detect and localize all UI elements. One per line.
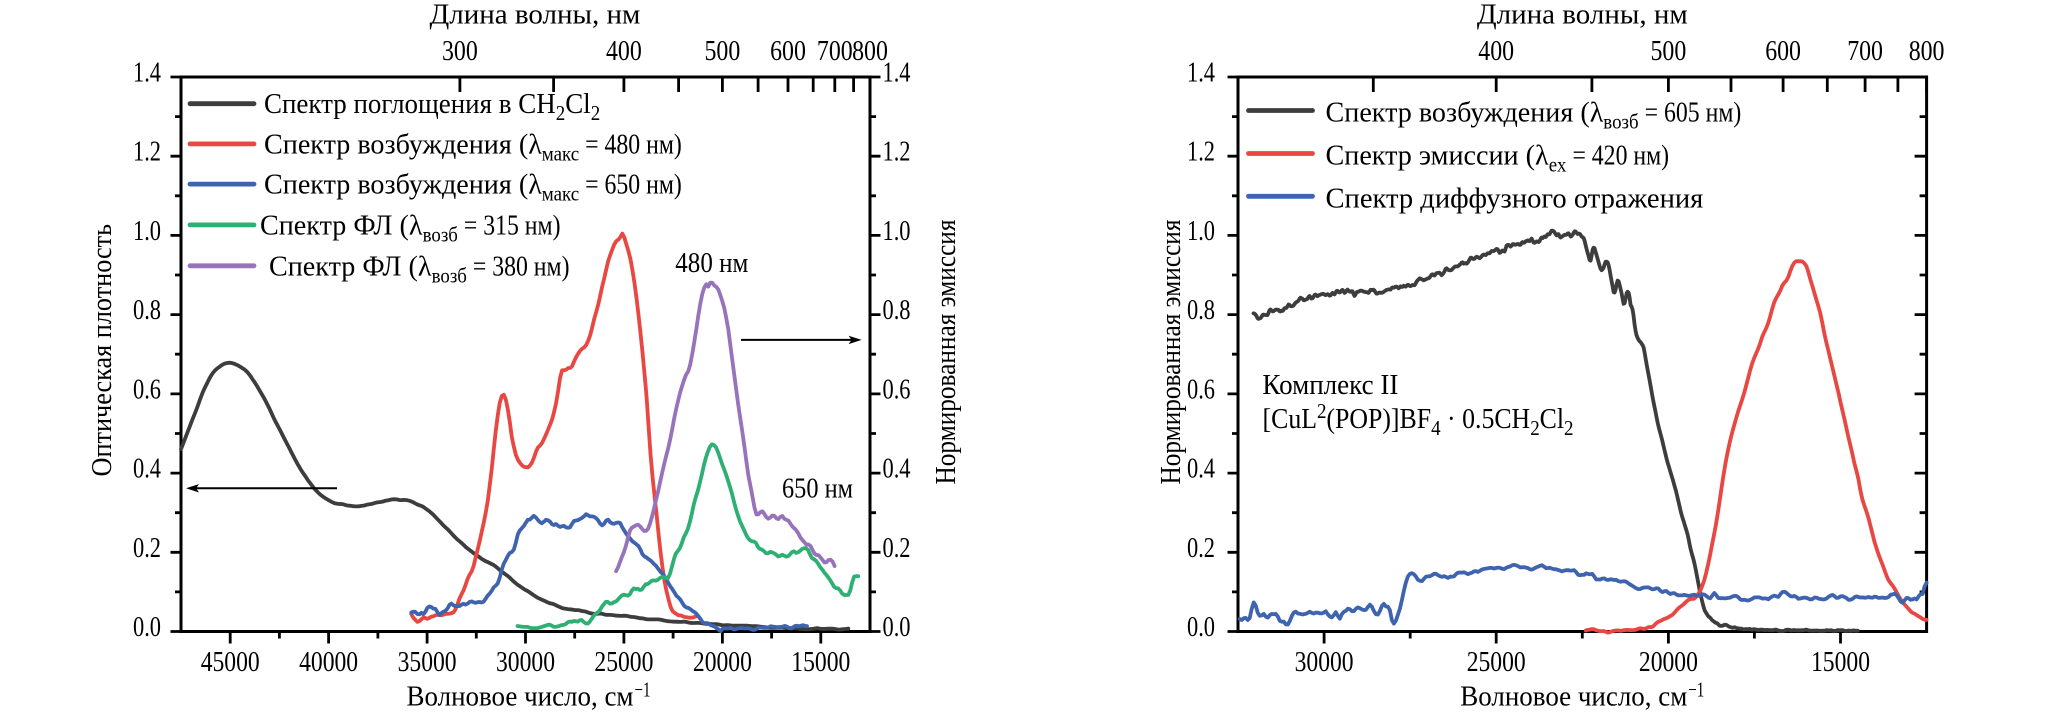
svg-text:1.2: 1.2 <box>1187 136 1215 168</box>
svg-text:800: 800 <box>852 35 888 67</box>
svg-text:4: 4 <box>1431 416 1441 440</box>
svg-text:0.4: 0.4 <box>1187 453 1215 485</box>
svg-text:0.8: 0.8 <box>1187 294 1215 326</box>
svg-text:λ: λ <box>418 250 432 282</box>
svg-text:1.4: 1.4 <box>883 57 911 89</box>
svg-text:0.4: 0.4 <box>883 453 911 485</box>
svg-text:30000: 30000 <box>496 646 555 678</box>
svg-text:0.4: 0.4 <box>133 453 161 485</box>
svg-text:700: 700 <box>1847 35 1883 67</box>
svg-text:20000: 20000 <box>1639 646 1698 678</box>
svg-text:−1: −1 <box>635 678 651 702</box>
svg-text:2: 2 <box>1564 416 1574 440</box>
svg-text:1.2: 1.2 <box>133 136 161 168</box>
svg-text:600: 600 <box>770 35 806 67</box>
svg-text:2: 2 <box>1530 416 1540 440</box>
svg-text:0.6: 0.6 <box>883 373 911 405</box>
svg-text:· 0.5CH: · 0.5CH <box>1441 403 1531 435</box>
svg-text:Длина волны, нм: Длина волны, нм <box>1477 0 1688 31</box>
svg-text:0.8: 0.8 <box>883 294 911 326</box>
svg-text:= 420 нм): = 420 нм) <box>1567 140 1670 172</box>
svg-text:1.2: 1.2 <box>883 136 911 168</box>
svg-text:2: 2 <box>591 101 601 125</box>
svg-text:300: 300 <box>442 35 478 67</box>
svg-text:400: 400 <box>1478 35 1514 67</box>
svg-text:макс: макс <box>542 182 579 206</box>
svg-text:0.2: 0.2 <box>1187 532 1215 564</box>
svg-text:650 нм: 650 нм <box>782 472 853 504</box>
svg-text:Волновое число, см: Волновое число, см <box>1460 681 1687 713</box>
svg-text:Спектр возбуждения (: Спектр возбуждения ( <box>264 169 528 201</box>
svg-text:Нормированная эмиссия: Нормированная эмиссия <box>1155 220 1187 485</box>
svg-text:0.6: 0.6 <box>1187 373 1215 405</box>
svg-text:800: 800 <box>1909 35 1945 67</box>
svg-text:480 нм: 480 нм <box>675 247 748 279</box>
svg-text:30000: 30000 <box>1295 646 1354 678</box>
svg-text:2: 2 <box>556 101 566 125</box>
svg-text:1.0: 1.0 <box>883 215 911 247</box>
svg-text:Оптическая плотность: Оптическая плотность <box>86 224 118 477</box>
svg-text:λ: λ <box>1590 97 1604 129</box>
svg-text:1.0: 1.0 <box>1187 215 1215 247</box>
svg-text:= 480 нм): = 480 нм) <box>579 128 682 160</box>
svg-text:0.2: 0.2 <box>883 532 911 564</box>
svg-text:Комплекс II: Комплекс II <box>1262 369 1398 401</box>
svg-text:Волновое число, см: Волновое число, см <box>407 681 634 713</box>
svg-text:1.4: 1.4 <box>1187 57 1215 89</box>
svg-text:15000: 15000 <box>791 646 850 678</box>
svg-text:0.0: 0.0 <box>133 611 161 643</box>
svg-text:40000: 40000 <box>299 646 358 678</box>
svg-text:0.8: 0.8 <box>133 294 161 326</box>
svg-text:[CuL: [CuL <box>1263 403 1318 435</box>
svg-text:Спектр диффузного отражения: Спектр диффузного отражения <box>1326 182 1704 214</box>
svg-text:15000: 15000 <box>1811 646 1870 678</box>
svg-text:макс: макс <box>542 141 579 165</box>
svg-text:1.4: 1.4 <box>133 57 161 89</box>
svg-text:(POP)]BF: (POP)]BF <box>1326 403 1431 435</box>
svg-text:400: 400 <box>606 35 642 67</box>
svg-text:Спектр ФЛ (: Спектр ФЛ ( <box>260 209 409 241</box>
svg-text:Cl: Cl <box>565 88 591 120</box>
svg-text:λ: λ <box>1535 140 1549 172</box>
svg-text:35000: 35000 <box>398 646 457 678</box>
svg-text:25000: 25000 <box>1467 646 1526 678</box>
svg-text:λ: λ <box>528 128 542 160</box>
svg-text:возб: возб <box>1603 110 1638 134</box>
svg-text:Спектр эмиссии (: Спектр эмиссии ( <box>1326 140 1536 172</box>
svg-text:25000: 25000 <box>594 646 653 678</box>
svg-text:Спектр возбуждения (: Спектр возбуждения ( <box>264 128 528 160</box>
svg-text:Длина волны, нм: Длина волны, нм <box>430 0 641 31</box>
svg-text:1.0: 1.0 <box>133 215 161 247</box>
svg-text:Спектр поглощения в CH: Спектр поглощения в CH <box>264 88 556 120</box>
svg-text:= 605 нм): = 605 нм) <box>1639 97 1742 129</box>
svg-text:20000: 20000 <box>693 646 752 678</box>
svg-text:0.6: 0.6 <box>133 373 161 405</box>
svg-text:Нормированная эмиссия: Нормированная эмиссия <box>930 220 962 485</box>
svg-text:возб: возб <box>423 222 458 246</box>
svg-text:0.0: 0.0 <box>883 611 911 643</box>
svg-text:−1: −1 <box>1688 678 1704 702</box>
svg-text:Cl: Cl <box>1540 403 1564 435</box>
svg-text:700: 700 <box>817 35 853 67</box>
svg-text:2: 2 <box>1317 399 1327 423</box>
svg-text:Спектр ФЛ (: Спектр ФЛ ( <box>269 250 418 282</box>
svg-text:0.2: 0.2 <box>133 532 161 564</box>
svg-text:λ: λ <box>528 169 542 201</box>
svg-text:= 315 нм): = 315 нм) <box>458 209 561 241</box>
svg-text:Спектр возбуждения (: Спектр возбуждения ( <box>1326 97 1590 129</box>
svg-text:ex: ex <box>1549 153 1567 177</box>
svg-text:0.0: 0.0 <box>1187 611 1215 643</box>
svg-text:λ: λ <box>409 209 423 241</box>
svg-text:= 650 нм): = 650 нм) <box>579 169 682 201</box>
svg-text:= 380 нм): = 380 нм) <box>467 250 570 282</box>
svg-text:возб: возб <box>432 263 467 287</box>
svg-text:500: 500 <box>1651 35 1687 67</box>
svg-text:45000: 45000 <box>201 646 260 678</box>
svg-text:500: 500 <box>705 35 741 67</box>
svg-text:600: 600 <box>1765 35 1801 67</box>
